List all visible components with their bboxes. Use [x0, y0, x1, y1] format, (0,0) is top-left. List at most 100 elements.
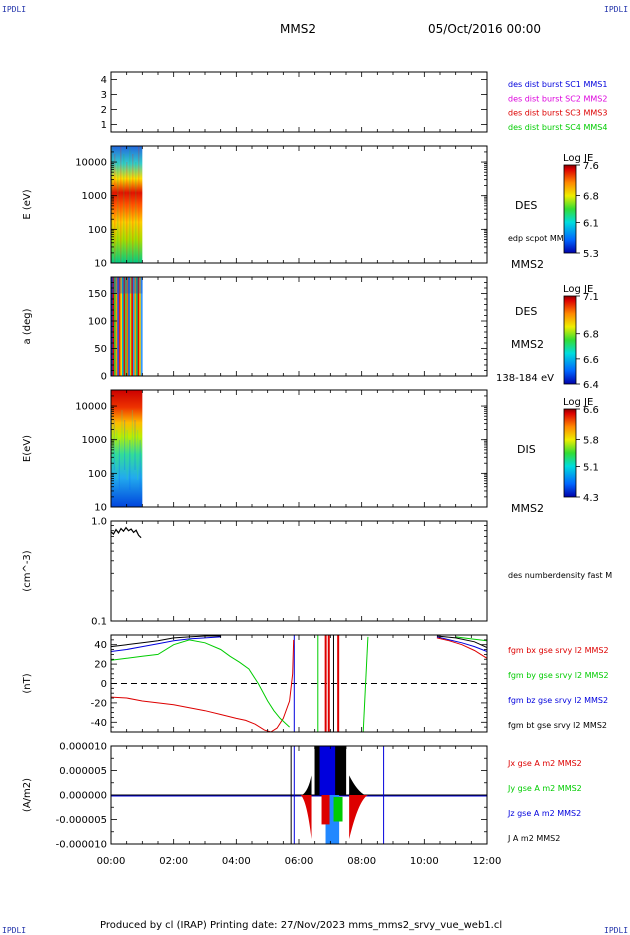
colorbar-title: Log JE [563, 397, 593, 408]
legend-bfield-4: fgm bt gse srvy l2 MMS2 [508, 721, 607, 730]
dis-energy-texture [121, 410, 123, 460]
density-series-line [110, 526, 142, 539]
legend-burst-1: des dist burst SC1 MMS1 [508, 80, 607, 89]
y-tick-label: -40 [91, 718, 107, 729]
legend-current-4: J A m2 MMS2 [507, 834, 560, 843]
colorbar [563, 164, 577, 254]
y-tick-label: 1 [101, 120, 107, 131]
time-tick-label: 02:00 [159, 856, 188, 867]
instrument-label-dis: DIS [517, 443, 536, 456]
date-title: 05/Oct/2016 00:00 [428, 22, 542, 36]
b-field-series-line [436, 637, 488, 659]
y-tick-label: 0 [101, 372, 107, 383]
time-tick-label: 08:00 [347, 856, 376, 867]
panel-frame-1 [110, 145, 488, 264]
y-tick-label: 10 [94, 503, 107, 514]
y-tick-label: 100 [88, 317, 107, 328]
colorbar-tick-label: 6.1 [583, 218, 599, 229]
b-field-series-line [362, 636, 369, 733]
y-ticks-0 [111, 79, 487, 125]
jy-burst-2 [333, 797, 343, 822]
legend-bfield-3: fgm bz gse srvy l2 MMS2 [508, 696, 608, 705]
spacecraft-label-pa: MMS2 [511, 338, 544, 351]
spacecraft-title: MMS2 [280, 22, 316, 36]
des-energy-texture [132, 154, 134, 263]
dis-energy-spectrogram [111, 390, 143, 507]
y-ticks-4 [111, 520, 487, 622]
des-energy-texture [123, 154, 125, 263]
pitch-angle-column [120, 277, 123, 376]
legend-bfield-1: fgm bx gse srvy l2 MMS2 [508, 646, 609, 655]
pitch-angle-column [131, 277, 134, 376]
colorbar-tick-label: 5.8 [583, 436, 599, 447]
instrument-label-des: DES [515, 199, 537, 212]
time-ticks-5 [110, 635, 488, 732]
j-flank-left [302, 775, 312, 795]
dis-energy-texture [139, 440, 141, 490]
y-tick-label: 100 [88, 469, 107, 480]
legend-burst-2: des dist burst SC2 MMS2 [508, 94, 607, 103]
y-tick-label: -20 [91, 698, 107, 709]
colorbar-tick-label: 6.6 [583, 355, 599, 366]
colorbar-tick-label: 6.4 [583, 380, 599, 391]
time-tick-label: 10:00 [410, 856, 439, 867]
colorbar-tick-label: 7.6 [583, 161, 599, 172]
colorbar-tick-label: 4.3 [583, 493, 599, 504]
dis-energy-texture [124, 420, 126, 470]
y-ticks-2 [111, 276, 487, 377]
legend-burst-3: des dist burst SC3 MMS3 [508, 109, 607, 118]
y-tick-label: 0 [101, 679, 107, 690]
time-tick-label: 00:00 [97, 856, 126, 867]
y-ticks-6 [111, 745, 487, 845]
y-axis-label: E (eV) [22, 189, 33, 219]
jx-burst [321, 795, 330, 825]
y-tick-label: 50 [94, 344, 107, 355]
corner-label-top-right: IPDLI [604, 5, 629, 14]
footer-info: Produced by cl (IRAP) Printing date: 27/… [100, 920, 503, 931]
legend-density: des numberdensity fast M [508, 571, 612, 580]
overlay-label: edp scpot MMS2 [508, 234, 574, 243]
des-energy-texture [120, 146, 122, 263]
corner-label-top-left: IPDLI [2, 5, 27, 14]
colorbar-tick-label: 6.8 [583, 330, 599, 341]
pitch-angle-column [129, 277, 132, 376]
panel-frame-2 [110, 276, 488, 377]
instrument-label-des-pa: DES [515, 305, 537, 318]
y-tick-label: 1000 [82, 191, 107, 202]
dis-energy-texture [118, 440, 120, 490]
dis-energy-texture [137, 430, 139, 480]
dis-energy-texture [113, 420, 115, 470]
panel-frame-0 [110, 71, 488, 133]
colorbar-tick-label: 5.1 [583, 462, 599, 473]
y-tick-label: 40 [94, 640, 107, 651]
pitch-angle-column [118, 277, 121, 376]
b-field-series-line [455, 636, 488, 642]
colorbar-tick-label: 5.3 [583, 249, 599, 260]
y-ticks-3 [111, 389, 487, 508]
dis-energy-texture [111, 410, 113, 460]
time-tick-label: 04:00 [222, 856, 251, 867]
y-tick-label: 10000 [75, 402, 107, 413]
y-tick-label: 10000 [75, 158, 107, 169]
y-tick-label: 10 [94, 259, 107, 270]
jx-flank-right [349, 795, 368, 840]
y-axis-label: (cm^-3) [22, 550, 33, 591]
dis-energy-texture [134, 420, 136, 470]
des-energy-texture [117, 162, 119, 263]
time-ticks-4 [110, 521, 488, 621]
colorbar [563, 295, 577, 385]
b-field-series-line [110, 635, 221, 648]
legend-current-2: Jy gse A m2 MMS2 [507, 784, 582, 793]
colorbar-tick-label: 7.1 [583, 292, 599, 303]
y-ticks-5 [111, 634, 487, 733]
y-axis-label: E(eV) [22, 435, 33, 462]
time-ticks-3 [110, 390, 488, 507]
time-ticks-0 [110, 72, 488, 132]
panel-frame-4 [110, 520, 488, 622]
y-tick-label: 0.1 [91, 617, 107, 628]
time-ticks-1 [110, 146, 488, 263]
y-tick-label: 0.000010 [59, 742, 107, 753]
y-axis-label: (A/m2) [22, 778, 33, 812]
y-tick-label: 4 [101, 75, 107, 86]
